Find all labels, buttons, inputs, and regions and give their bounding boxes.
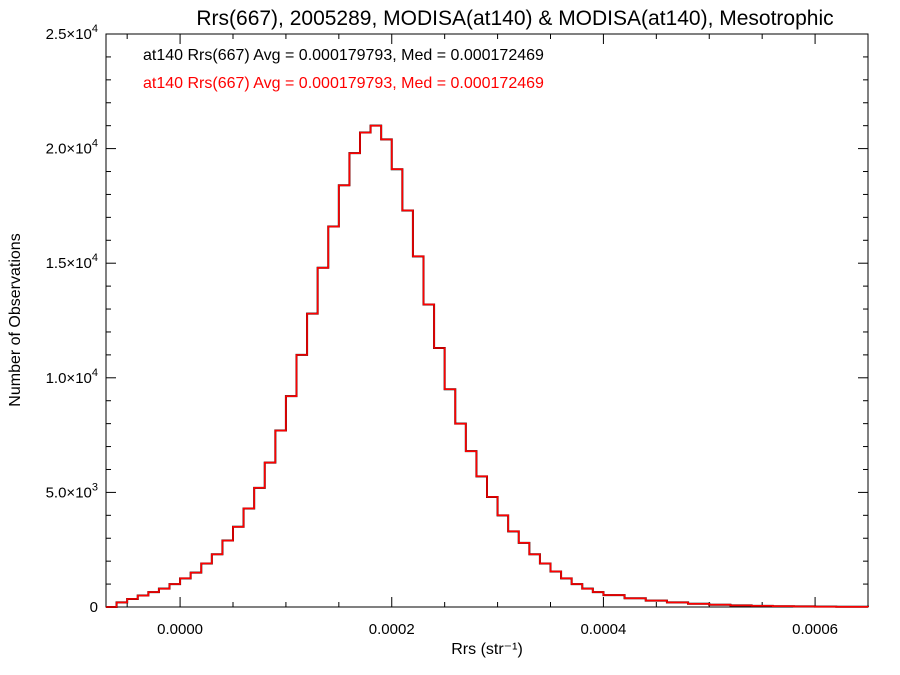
x-axis: 0.0000 0.0002 0.0004 0.0006 — [126, 34, 869, 638]
y-tick-label: 1.5×104 — [46, 252, 98, 272]
series-black-line — [106, 124, 869, 608]
y-tick-label: 2.0×104 — [46, 138, 98, 158]
x-tick-label: 0.0000 — [157, 621, 203, 638]
y-tick-label: 5.0×103 — [46, 481, 98, 501]
x-tick-label: 0.0004 — [580, 621, 626, 638]
x-tick-label: 0.0002 — [369, 621, 415, 638]
series-layer — [106, 124, 869, 608]
chart-title: Rrs(667), 2005289, MODISA(at140) & MODIS… — [196, 7, 833, 30]
x-axis-label: Rrs (str⁻¹) — [451, 641, 523, 658]
legend: at140 Rrs(667) Avg = 0.000179793, Med = … — [143, 47, 544, 92]
x-tick-label: 0.0006 — [792, 621, 838, 638]
plot-frame — [105, 33, 869, 608]
y-axis-label: Number of Observations — [7, 233, 24, 406]
y-tick-label: 2.5×104 — [46, 23, 98, 43]
series-red-line — [106, 124, 869, 608]
y-tick-label: 1.0×104 — [46, 367, 98, 387]
legend-entry: at140 Rrs(667) Avg = 0.000179793, Med = … — [143, 47, 544, 64]
y-axis: 0 5.0×103 1.0×104 1.5×104 2.0×104 2.5×104 — [46, 23, 868, 616]
legend-entry: at140 Rrs(667) Avg = 0.000179793, Med = … — [143, 75, 544, 92]
y-tick-label: 0 — [90, 599, 98, 616]
